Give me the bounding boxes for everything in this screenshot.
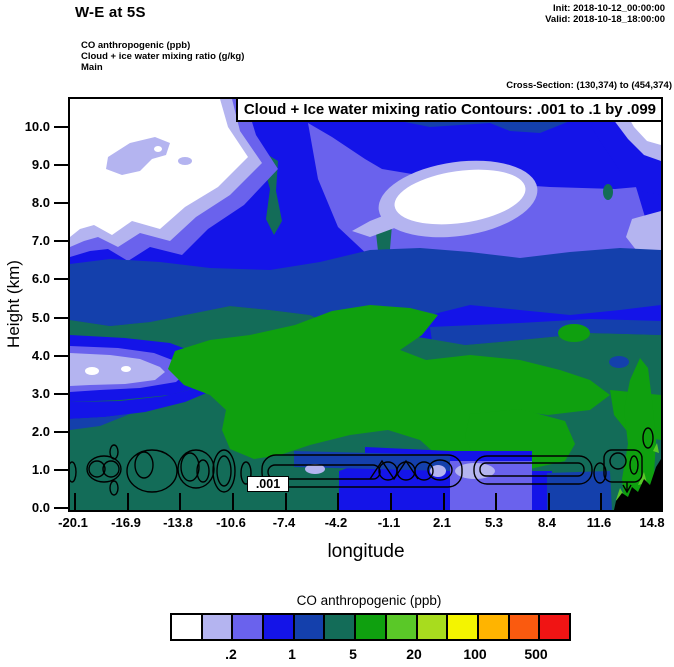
field-line-fill: CO anthropogenic (ppb) bbox=[81, 40, 191, 51]
y-tick bbox=[54, 278, 68, 280]
colorbar-tick-label: 100 bbox=[463, 646, 487, 662]
x-tick-label: 2.1 bbox=[432, 515, 452, 530]
field-line-domain: Main bbox=[81, 62, 103, 73]
x-tick-label: -20.1 bbox=[58, 515, 88, 530]
colorbar bbox=[170, 613, 571, 641]
run-times: Init: 2018-10-12_00:00:00 Valid: 2018-10… bbox=[545, 3, 665, 25]
x-tick-label: -16.9 bbox=[111, 515, 141, 530]
x-tick-label: 5.3 bbox=[484, 515, 504, 530]
colorbar-tick-label: 20 bbox=[406, 646, 422, 662]
y-tick-label: 5.0 bbox=[31, 310, 50, 325]
y-tick-label: 9.0 bbox=[31, 157, 50, 172]
y-tick bbox=[54, 469, 68, 471]
y-tick bbox=[54, 202, 68, 204]
cloud-contour-lines bbox=[70, 427, 654, 496]
colorbar-tick-label: 1 bbox=[288, 646, 296, 662]
y-axis-title: Height (km) bbox=[4, 260, 23, 348]
y-tick-label: 10.0 bbox=[24, 119, 50, 134]
colorbar-cell bbox=[448, 615, 479, 639]
y-tick bbox=[54, 355, 68, 357]
colorbar-cell bbox=[294, 615, 326, 639]
y-tick-label: 3.0 bbox=[31, 386, 50, 401]
y-tick bbox=[54, 507, 68, 509]
x-tick-label: -10.6 bbox=[216, 515, 246, 530]
y-tick-label: 8.0 bbox=[31, 195, 50, 210]
field-list: CO anthropogenic (ppb) Cloud + ice water… bbox=[81, 40, 244, 73]
colorbar-cell bbox=[509, 615, 541, 639]
colorbar-cell bbox=[540, 615, 569, 639]
colorbar-cell bbox=[264, 615, 295, 639]
cross-section-info: Cross-Section: (130,374) to (454,374) bbox=[506, 80, 672, 91]
contour-field-svg bbox=[70, 99, 661, 510]
contour-value-label: .001 bbox=[247, 476, 289, 492]
init-time: Init: 2018-10-12_00:00:00 bbox=[553, 3, 665, 14]
field-line-contour: Cloud + ice water mixing ratio (g/kg) bbox=[81, 51, 245, 62]
y-tick-label: 1.0 bbox=[31, 462, 50, 477]
x-tick-label: -1.1 bbox=[377, 515, 401, 530]
y-tick-label: 6.0 bbox=[31, 271, 50, 286]
y-tick bbox=[54, 126, 68, 128]
x-tick-label: 14.8 bbox=[639, 515, 665, 530]
plot-canvas: Cloud + Ice water mixing ratio Contours:… bbox=[68, 97, 663, 512]
x-axis-inner-ticks bbox=[74, 493, 655, 510]
x-tick-label: -4.2 bbox=[324, 515, 348, 530]
y-tick bbox=[54, 317, 68, 319]
x-tick-label: -13.8 bbox=[163, 515, 193, 530]
colorbar-title: CO anthropogenic (ppb) bbox=[296, 593, 442, 608]
colorbar-tick-label: 500 bbox=[524, 646, 548, 662]
colorbar-cell bbox=[386, 615, 418, 639]
valid-time: Valid: 2018-10-18_18:00:00 bbox=[545, 14, 665, 25]
x-tick-label: 11.6 bbox=[586, 515, 612, 530]
x-tick-label: 8.4 bbox=[537, 515, 557, 530]
terrain-silhouette bbox=[614, 459, 661, 510]
colorbar-tick-label: 5 bbox=[349, 646, 357, 662]
colorbar-tick-label: .2 bbox=[225, 646, 237, 662]
colorbar-cell bbox=[478, 615, 510, 639]
y-tick-label: 0.0 bbox=[31, 500, 50, 515]
colorbar-cell bbox=[233, 615, 265, 639]
contour-title-box: Cloud + Ice water mixing ratio Contours:… bbox=[235, 97, 663, 122]
colorbar-cell bbox=[202, 615, 234, 639]
colorbar-cell bbox=[325, 615, 357, 639]
y-tick bbox=[54, 164, 68, 166]
y-tick bbox=[54, 240, 68, 242]
y-tick-label: 4.0 bbox=[31, 348, 50, 363]
x-axis-title: longitude bbox=[327, 541, 405, 562]
y-tick-label: 7.0 bbox=[31, 233, 50, 248]
page-title: W-E at 5S bbox=[75, 4, 146, 21]
y-tick-label: 2.0 bbox=[31, 424, 50, 439]
colorbar-cell bbox=[417, 615, 449, 639]
y-tick bbox=[54, 431, 68, 433]
co-fill-field bbox=[70, 99, 661, 510]
x-tick-label: -7.4 bbox=[272, 515, 296, 530]
colorbar-cell bbox=[172, 615, 203, 639]
colorbar-cell bbox=[356, 615, 387, 639]
y-tick bbox=[54, 393, 68, 395]
